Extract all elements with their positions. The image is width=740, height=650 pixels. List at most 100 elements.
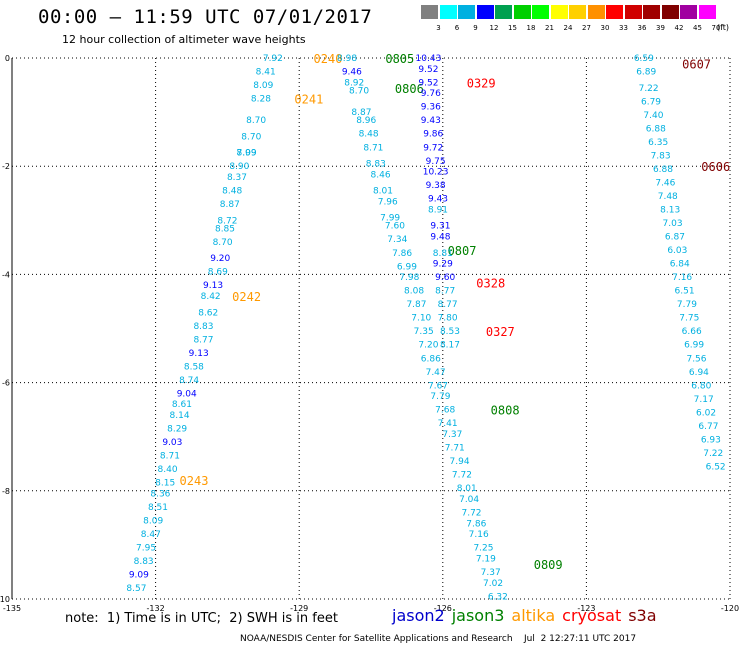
data-point-jason3: 7.86 xyxy=(466,519,486,529)
data-point-altika: 9.04 xyxy=(177,389,197,399)
data-point-s3a: 6.59 xyxy=(634,54,654,64)
data-point-altika: 8.70 xyxy=(246,116,266,126)
data-point-cryosat: 9.43 xyxy=(428,195,448,205)
chart-subtitle: 12 hour collection of altimeter wave hei… xyxy=(62,33,306,46)
time-label-s3a: 0606 xyxy=(701,160,730,174)
data-point-altika: 8.36 xyxy=(150,490,170,500)
scale-label-27: 27 xyxy=(582,24,591,32)
data-point-s3a: 6.88 xyxy=(653,165,673,175)
time-label-cryosat: 0329 xyxy=(467,76,496,90)
data-point-altika: 8.69 xyxy=(208,268,228,278)
y-tick-label: -4 xyxy=(2,270,10,279)
data-point-altika: 9.09 xyxy=(129,571,149,581)
data-point-cryosat: 10.43 xyxy=(416,54,442,64)
scale-swatch-27 xyxy=(569,5,586,19)
data-point-jason3: 6.86 xyxy=(421,354,441,364)
data-point-cryosat: 8.53 xyxy=(440,327,460,337)
data-point-altika: 8.09 xyxy=(253,81,273,91)
data-point-altika: 8.41 xyxy=(256,68,276,78)
scale-label-3: 3 xyxy=(436,24,441,32)
scale-swatch-36 xyxy=(624,5,642,19)
data-point-s3a: 6.03 xyxy=(667,246,687,256)
data-point-jason3: 7.87 xyxy=(406,300,426,310)
data-point-jason3: 9.46 xyxy=(342,68,362,78)
x-tick-label: -135 xyxy=(3,604,21,613)
data-point-altika: 8.09 xyxy=(143,517,163,527)
data-point-s3a: 6.80 xyxy=(691,381,711,391)
data-point-altika: 8.70 xyxy=(241,132,261,142)
data-point-cryosat: 9.31 xyxy=(430,222,450,232)
data-point-s3a: 7.03 xyxy=(663,219,683,229)
data-point-altika: 9.13 xyxy=(203,281,223,291)
data-point-altika: 8.51 xyxy=(148,503,168,513)
data-point-altika: 8.77 xyxy=(193,335,213,345)
data-point-altika: 8.29 xyxy=(167,425,187,435)
scale-label-6: 6 xyxy=(454,24,460,32)
data-point-jason3: 6.99 xyxy=(397,262,417,272)
data-point-altika: 8.58 xyxy=(184,362,204,372)
data-point-jason3: 7.96 xyxy=(378,197,398,207)
data-point-jason3: 7.67 xyxy=(428,381,448,391)
data-point-jason3: 7.20 xyxy=(418,341,438,351)
time-label-cryosat: 0327 xyxy=(486,325,515,339)
scale-label-36: 36 xyxy=(637,24,647,32)
data-point-s3a: 7.56 xyxy=(686,354,706,364)
data-point-jason3: 7.02 xyxy=(483,579,503,589)
data-point-s3a: 6.88 xyxy=(646,124,666,134)
data-point-s3a: 6.84 xyxy=(670,260,690,270)
data-point-jason3: 7.37 xyxy=(442,430,462,440)
data-point-cryosat: 9.36 xyxy=(421,103,441,113)
data-point-jason3: 8.83 xyxy=(366,159,386,169)
data-point-altika: 8.37 xyxy=(227,173,247,183)
data-point-s3a: 7.79 xyxy=(677,300,697,310)
data-point-cryosat: 7.80 xyxy=(438,314,458,324)
data-point-jason3: 7.04 xyxy=(459,495,479,505)
data-point-jason3: 8.96 xyxy=(356,116,376,126)
data-point-s3a: 7.16 xyxy=(672,273,692,283)
data-point-jason3: 8.70 xyxy=(349,86,369,96)
data-point-s3a: 6.89 xyxy=(636,68,656,78)
data-point-altika: 8.83 xyxy=(134,557,154,567)
data-point-s3a: 6.77 xyxy=(698,422,718,432)
scale-label-39: 39 xyxy=(656,24,665,32)
data-point-jason3: 7.34 xyxy=(387,235,407,245)
legend-jason2: jason2 xyxy=(392,606,445,625)
data-point-altika: 8.09 xyxy=(237,149,257,159)
data-point-altika: 9.20 xyxy=(210,254,230,264)
data-point-altika: 8.14 xyxy=(170,411,190,421)
data-point-jason3: 8.08 xyxy=(404,287,424,297)
data-point-jason3: 7.68 xyxy=(435,406,455,416)
scale-label-33: 33 xyxy=(619,24,628,32)
data-point-jason3: 7.72 xyxy=(461,508,481,518)
x-tick-label: -132 xyxy=(147,604,165,613)
data-point-altika: 7.95 xyxy=(136,544,156,554)
data-point-altika: 8.40 xyxy=(158,465,178,475)
data-point-cryosat: 8.91 xyxy=(428,205,448,215)
data-point-s3a: 6.94 xyxy=(689,368,709,378)
data-point-cryosat: 8.77 xyxy=(438,300,458,310)
data-point-altika: 7.99 xyxy=(237,149,257,159)
data-point-jason3: 8.01 xyxy=(457,484,477,494)
data-point-jason3: 7.71 xyxy=(445,444,465,454)
data-point-s3a: 7.75 xyxy=(679,314,699,324)
data-point-jason3: 7.79 xyxy=(430,392,450,402)
data-point-s3a: 7.46 xyxy=(655,178,675,188)
scale-swatch-18 xyxy=(513,5,531,19)
x-tick-label: -120 xyxy=(721,604,739,613)
data-point-altika: 8.15 xyxy=(155,479,175,489)
scale-label-12: 12 xyxy=(489,24,499,32)
time-label-jason3: 0806 xyxy=(395,82,424,96)
data-point-cryosat: 9.86 xyxy=(423,130,443,140)
scale-swatch-39 xyxy=(643,5,660,19)
data-point-jason3: 7.98 xyxy=(399,273,419,283)
data-point-altika: 8.57 xyxy=(126,584,146,594)
legend-cryosat: cryosat xyxy=(562,606,622,625)
y-tick-label: -6 xyxy=(2,379,10,388)
data-point-jason3: 7.94 xyxy=(450,457,470,467)
scale-swatch-33 xyxy=(606,5,623,19)
scale-swatch-45 xyxy=(680,5,697,19)
data-point-jason3: 8.71 xyxy=(363,143,383,153)
data-point-s3a: 7.48 xyxy=(658,192,678,202)
scale-label-42: 42 xyxy=(674,24,684,32)
data-point-cryosat: 8.81 xyxy=(433,249,453,259)
